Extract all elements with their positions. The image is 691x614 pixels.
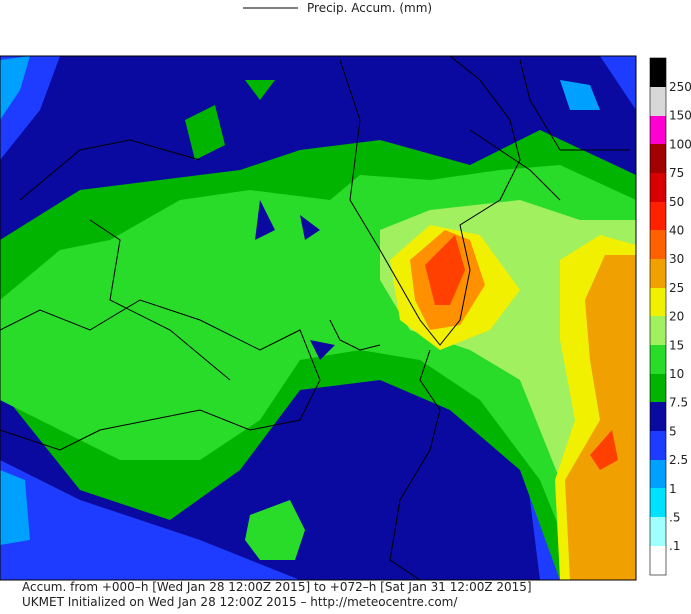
- region-red-east: [590, 430, 618, 470]
- colorbar-swatch: [650, 460, 666, 488]
- colorbar-swatch: [650, 488, 666, 517]
- colorbar-label: 30: [669, 252, 684, 266]
- colorbar-label: .1: [669, 539, 680, 553]
- colorbar-frame: [649, 57, 667, 576]
- colorbar-swatch: [650, 288, 666, 316]
- footer-line: Accum. from +000–h [Wed Jan 28 12:00Z 20…: [22, 580, 532, 594]
- colorbar-label: 75: [669, 166, 684, 180]
- region-orange: [565, 255, 636, 580]
- map-frame: [0, 55, 637, 581]
- colorbar-swatch: [650, 431, 666, 460]
- colorbar-label: 50: [669, 195, 684, 209]
- colorbar-label: 25: [669, 281, 684, 295]
- map: [0, 55, 637, 581]
- footer-line: UKMET Initialized on Wed Jan 28 12:00Z 2…: [22, 595, 458, 609]
- colorbar-labels: 250 150 100 75 50 40 30 25 20 15 10 7.5 5 2.5 1 .5 .1: [669, 80, 691, 553]
- colorbar-label: 15: [669, 338, 684, 352]
- colorbar-label: 5: [669, 424, 677, 438]
- colorbar-swatch: [650, 316, 666, 345]
- colorbar-swatch: [650, 116, 666, 144]
- colorbar-label: 40: [669, 224, 684, 238]
- colorbar-label: 250: [669, 80, 691, 94]
- colorbar-label: 7.5: [669, 396, 688, 410]
- colorbar-label: 150: [669, 109, 691, 123]
- region-red: [425, 235, 465, 305]
- colorbar-label: 100: [669, 137, 691, 151]
- colorbar-label: 1: [669, 482, 677, 496]
- colorbar-swatch: [650, 345, 666, 374]
- colorbar-swatch: [650, 402, 666, 431]
- colorbar-swatch: [650, 374, 666, 402]
- colorbar-swatch: [650, 87, 666, 116]
- coastlines: [0, 55, 630, 581]
- colorbar-label: 2.5: [669, 453, 688, 467]
- region-dark-blue-spots: [255, 200, 335, 360]
- colorbar-swatch: [650, 173, 666, 202]
- colorbar-swatch: [650, 259, 666, 288]
- colorbar-swatch: [650, 58, 666, 87]
- region-green-spots: [185, 80, 275, 160]
- colorbar-swatch: [650, 546, 666, 575]
- colorbar-swatch: [650, 230, 666, 259]
- colorbar-label: .5: [669, 511, 680, 525]
- legend-title: Precip. Accum. (mm): [307, 1, 432, 15]
- colorbar-label: 10: [669, 367, 684, 381]
- colorbar: [649, 57, 667, 576]
- colorbar-swatch: [650, 517, 666, 546]
- colorbar-swatch: [650, 202, 666, 230]
- colorbar-label: 20: [669, 310, 684, 324]
- region-green-south: [245, 500, 305, 560]
- colorbar-swatch: [650, 144, 666, 173]
